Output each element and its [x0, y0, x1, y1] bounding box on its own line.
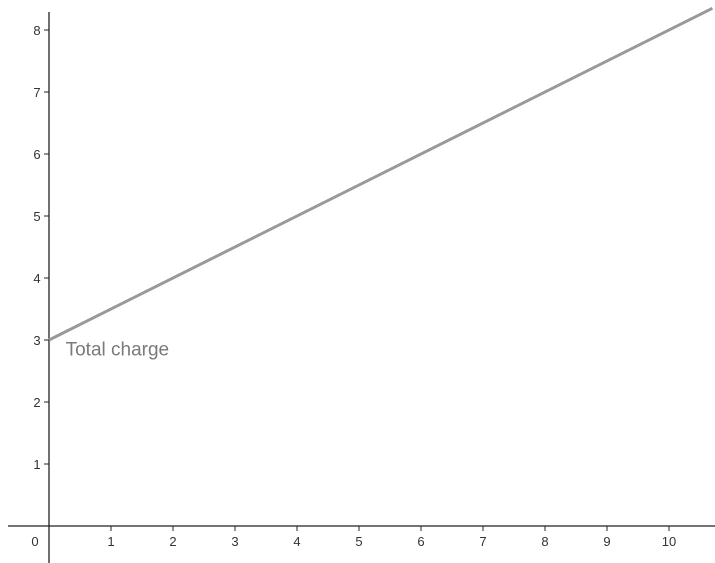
origin-label: 0 [31, 534, 38, 549]
series-line-total-charge [48, 6, 714, 342]
x-tick-label: 4 [293, 534, 300, 549]
x-tick-label: 2 [169, 534, 176, 549]
x-tick-label: 7 [479, 534, 486, 549]
x-tick-label: 3 [231, 534, 238, 549]
y-tick-label: 1 [33, 457, 40, 472]
x-tick-label: 6 [417, 534, 424, 549]
y-tick-label: 2 [33, 395, 40, 410]
y-tick-label: 8 [33, 23, 40, 38]
y-tick-label: 3 [33, 333, 40, 348]
axes: 0 [8, 12, 715, 563]
x-tick-label: 10 [662, 534, 676, 549]
x-tick-label: 9 [603, 534, 610, 549]
x-tick-label: 1 [107, 534, 114, 549]
series-group [48, 6, 714, 342]
y-tick-label: 5 [33, 209, 40, 224]
y-tick-label: 7 [33, 85, 40, 100]
series-annotation-label: Total charge [66, 339, 170, 360]
x-tick-label: 8 [541, 534, 548, 549]
x-tick-label: 5 [355, 534, 362, 549]
x-ticks: 1 2 3 4 5 6 7 8 9 10 [107, 526, 676, 549]
y-ticks: 1 2 3 4 5 6 7 8 [33, 23, 49, 472]
y-tick-label: 4 [33, 271, 40, 286]
annotations: Total charge [66, 339, 170, 360]
y-tick-label: 6 [33, 147, 40, 162]
